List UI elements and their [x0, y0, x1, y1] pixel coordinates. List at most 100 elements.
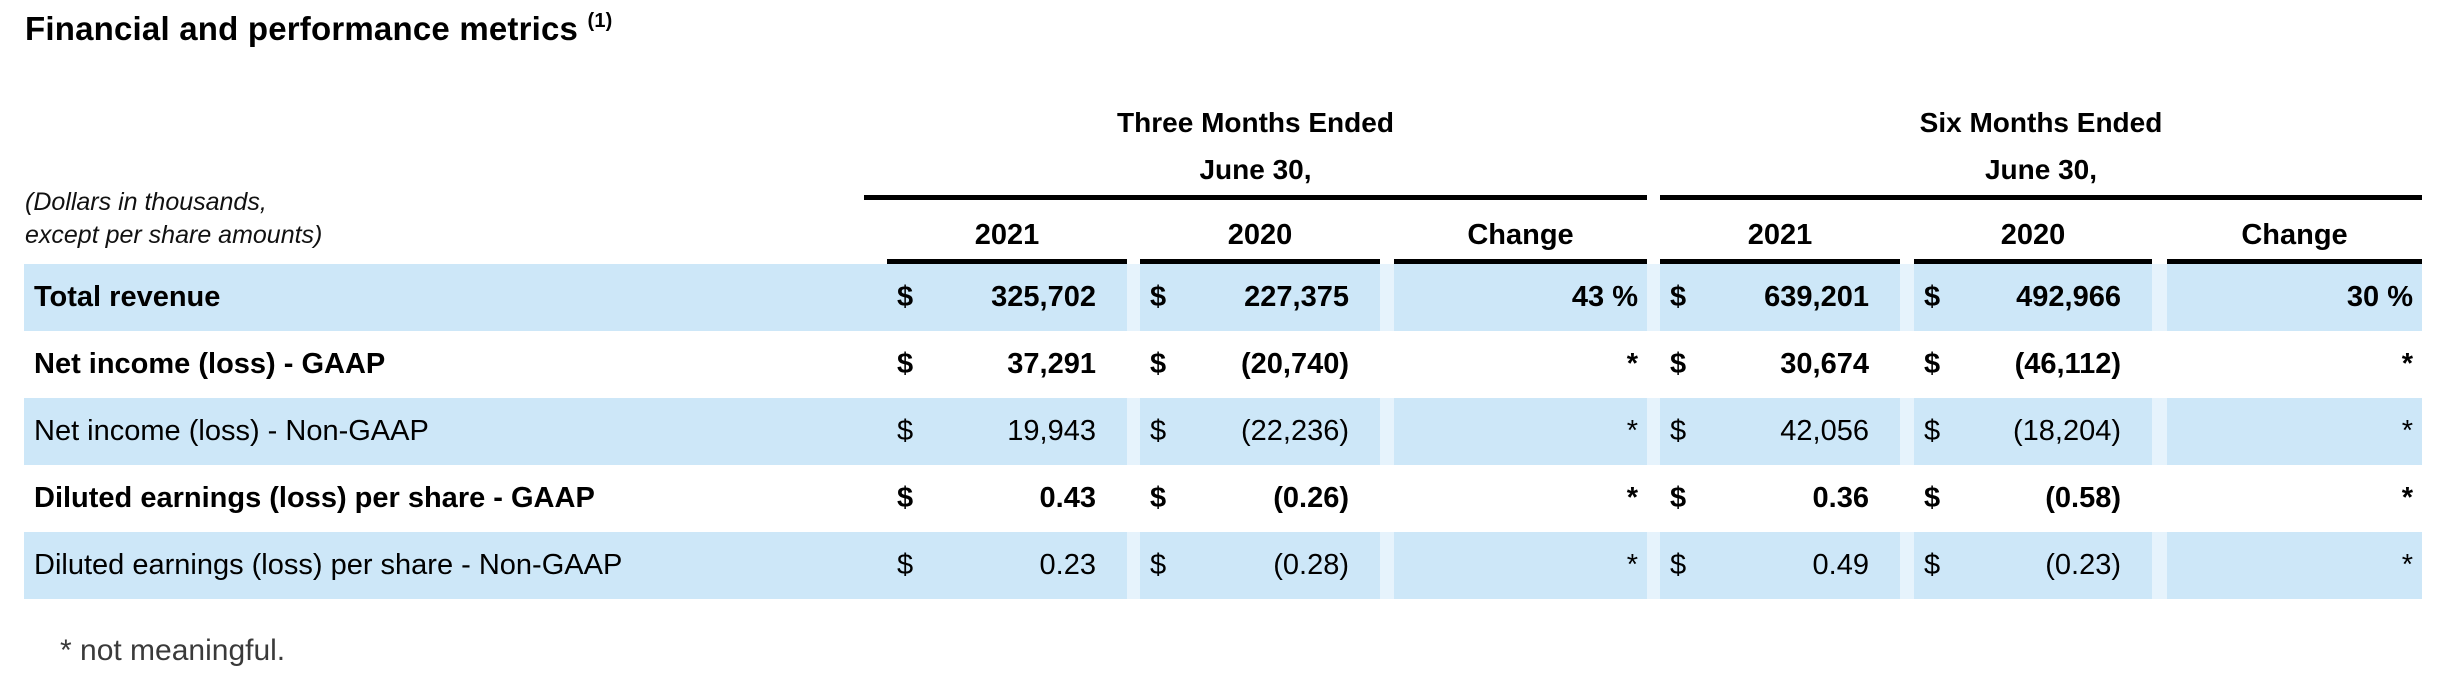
amount: (22,236)	[1240, 415, 1349, 447]
group-header-three-months-line2: June 30,	[1199, 154, 1312, 185]
currency-symbol: $	[1670, 281, 1687, 313]
group-header-three-months: Three Months Ended June 30,	[864, 64, 1647, 200]
amount: 227,375	[1244, 281, 1349, 313]
amount: 0.36	[1812, 482, 1869, 514]
column-gap	[2152, 200, 2167, 264]
cell-gap	[1127, 465, 1140, 532]
group-header-spacer	[24, 64, 864, 200]
column-gap	[1127, 200, 1140, 264]
cell-spacer	[864, 532, 887, 599]
cell-gap	[1900, 465, 1914, 532]
cell-gap	[2152, 264, 2167, 331]
group-header-six-months: Six Months Ended June 30,	[1660, 64, 2422, 200]
row-label: Total revenue	[34, 281, 221, 313]
currency-symbol: $	[897, 549, 914, 581]
currency-symbol: $	[897, 415, 914, 447]
value-cell: $0.43	[887, 465, 1127, 532]
cell-gap	[1380, 264, 1394, 331]
cell-gap	[2152, 532, 2167, 599]
cell-gap	[1647, 264, 1660, 331]
cell-spacer	[864, 398, 887, 465]
currency-symbol: $	[897, 348, 914, 380]
change-cell: *	[1626, 415, 1638, 447]
table-row-total-revenue: Total revenue $325,702 $227,375 43 % $63…	[24, 264, 2422, 331]
value-cell: $ (18,204)	[1914, 398, 2152, 465]
table-row-diluted-eps-non-gaap: Diluted earnings (loss) per share - Non-…	[24, 532, 2422, 599]
amount: 30,674	[1780, 348, 1869, 380]
amount: (0.58)	[2045, 482, 2121, 514]
cell-gap	[1647, 331, 1660, 398]
page-title: Financial and performance metrics (1)	[25, 10, 613, 48]
value-cell: $325,702	[887, 264, 1127, 331]
cell-spacer	[864, 264, 887, 331]
row-label: Net income (loss) - GAAP	[34, 348, 386, 380]
currency-symbol: $	[1670, 415, 1687, 447]
currency-symbol: $	[1150, 415, 1167, 447]
cell-gap	[1127, 264, 1140, 331]
value-cell: $0.36	[1660, 465, 1900, 532]
amount: 492,966	[2016, 281, 2121, 313]
currency-symbol: $	[1924, 549, 1941, 581]
cell-gap	[2152, 331, 2167, 398]
cell-gap	[1900, 398, 1914, 465]
change-cell: *	[1626, 549, 1638, 581]
column-header-sm-2020: 2020	[1914, 200, 2152, 264]
units-note-line1: (Dollars in thousands,	[25, 188, 267, 216]
currency-symbol: $	[1924, 348, 1941, 380]
row-label: Diluted earnings (loss) per share - Non-…	[34, 549, 623, 581]
amount: (18,204)	[2012, 415, 2121, 447]
change-cell: *	[1626, 348, 1638, 380]
column-header-tm-2021: 2021	[887, 200, 1127, 264]
table-row-net-income-gaap: Net income (loss) - GAAP $37,291 $ (20,74…	[24, 331, 2422, 398]
amount: 0.49	[1812, 549, 1869, 581]
value-cell: $ (20,740)	[1140, 331, 1380, 398]
cell-gap	[2152, 398, 2167, 465]
footnote-marker-1: (1)	[587, 10, 613, 32]
value-cell: $492,966	[1914, 264, 2152, 331]
cell-spacer	[864, 465, 887, 532]
table-row-diluted-eps-gaap: Diluted earnings (loss) per share - GAAP…	[24, 465, 2422, 532]
amount: 19,943	[1007, 415, 1096, 447]
column-header-row: 2021 2020 Change 2021 2020 Change	[24, 200, 2422, 264]
value-cell: $30,674	[1660, 331, 1900, 398]
amount: (0.28)	[1273, 549, 1349, 581]
group-gap	[1647, 64, 1660, 200]
currency-symbol: $	[1924, 482, 1941, 514]
table-row-net-income-non-gaap: Net income (loss) - Non-GAAP $19,943 $ (2…	[24, 398, 2422, 465]
column-header-spacer	[24, 200, 864, 264]
cell-gap	[1647, 532, 1660, 599]
value-cell: $ (22,236)	[1140, 398, 1380, 465]
amount: 639,201	[1764, 281, 1869, 313]
value-cell: $ (0.58)	[1914, 465, 2152, 532]
amount: (20,740)	[1240, 348, 1349, 380]
cell-gap	[1380, 532, 1394, 599]
column-gap	[1647, 200, 1660, 264]
change-cell: 43 %	[1571, 281, 1638, 313]
value-cell: $639,201	[1660, 264, 1900, 331]
cell-gap	[1900, 331, 1914, 398]
group-header-three-months-line1: Three Months Ended	[1117, 107, 1394, 138]
financial-metrics-table: Three Months Ended June 30, Six Months E…	[24, 64, 2422, 599]
currency-symbol: $	[897, 281, 914, 313]
cell-gap	[1647, 465, 1660, 532]
change-cell: 30 %	[2346, 281, 2413, 313]
cell-gap	[1127, 398, 1140, 465]
cell-gap	[1900, 264, 1914, 331]
amount: 325,702	[991, 281, 1096, 313]
currency-symbol: $	[1670, 482, 1687, 514]
amount: (46,112)	[2014, 348, 2121, 380]
group-header-six-months-line1: Six Months Ended	[1919, 107, 2163, 138]
page-title-text: Financial and performance metrics	[25, 10, 579, 47]
amount: 0.23	[1039, 549, 1096, 581]
cell-gap	[1380, 331, 1394, 398]
value-cell: $ (0.28)	[1140, 532, 1380, 599]
amount: 37,291	[1007, 348, 1096, 380]
value-cell: $42,056	[1660, 398, 1900, 465]
currency-symbol: $	[1670, 348, 1687, 380]
row-label: Diluted earnings (loss) per share - GAAP	[34, 482, 595, 514]
units-note-line2: except per share amounts)	[25, 221, 323, 249]
row-label: Net income (loss) - Non-GAAP	[34, 415, 429, 447]
currency-symbol: $	[1670, 549, 1687, 581]
column-header-tm-2020: 2020	[1140, 200, 1380, 264]
value-cell: $37,291	[887, 331, 1127, 398]
